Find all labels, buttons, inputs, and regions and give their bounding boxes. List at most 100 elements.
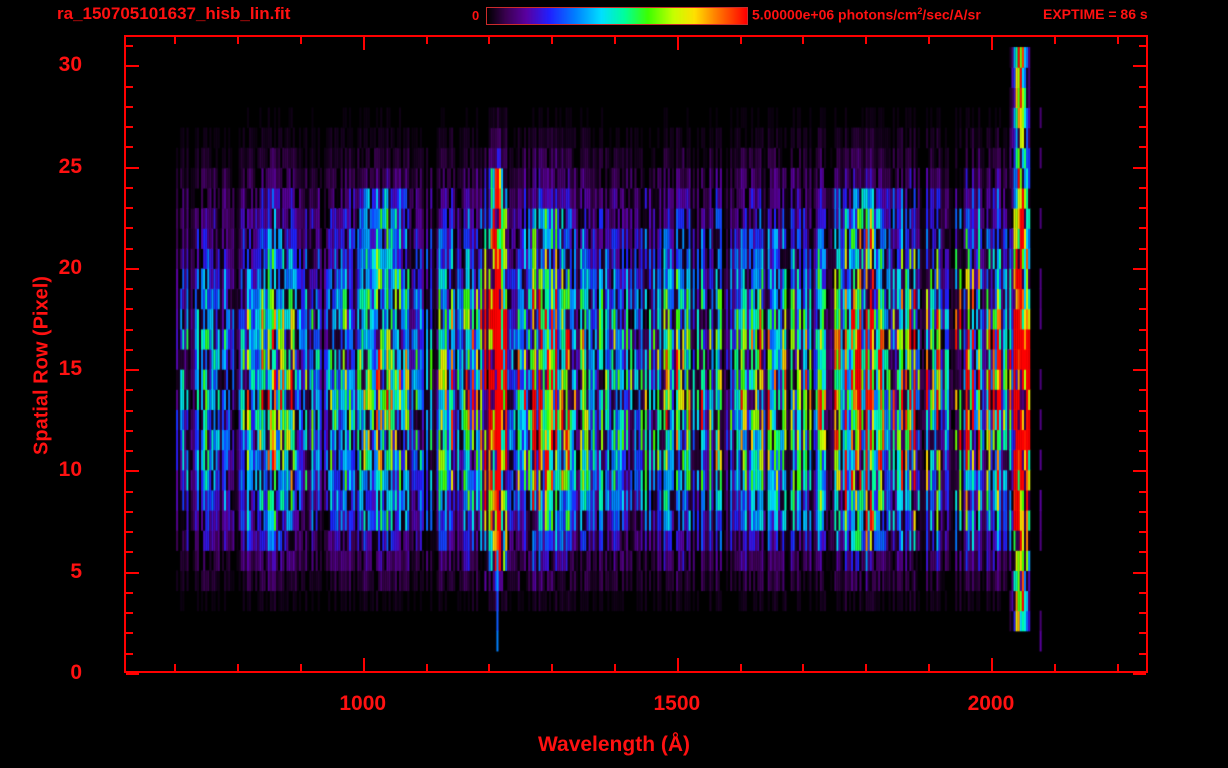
y-minor-tick — [126, 126, 133, 129]
y-minor-tick — [126, 450, 133, 453]
x-minor-tick-top — [739, 37, 742, 44]
y-minor-tick-right — [1139, 612, 1146, 615]
x-minor-tick — [1053, 664, 1056, 671]
x-minor-tick-top — [425, 37, 428, 44]
y-minor-tick — [126, 652, 133, 655]
y-tick-label: 30 — [58, 53, 82, 77]
x-minor-tick — [802, 664, 805, 671]
y-minor-tick — [126, 308, 133, 311]
y-major-tick-right — [1133, 166, 1146, 169]
colorbar-max-value: 5.00000e+06 — [752, 6, 835, 23]
y-minor-tick — [126, 632, 133, 635]
x-major-tick — [362, 658, 365, 671]
colorbar-gradient — [487, 8, 747, 24]
plot-frame — [124, 35, 1148, 673]
x-minor-tick-top — [1053, 37, 1056, 44]
y-minor-tick — [126, 328, 133, 331]
y-minor-tick-right — [1139, 308, 1146, 311]
x-minor-tick — [425, 664, 428, 671]
y-major-tick — [126, 571, 139, 574]
y-major-tick-right — [1133, 267, 1146, 270]
x-minor-tick — [551, 664, 554, 671]
y-major-tick — [126, 673, 139, 675]
y-minor-tick — [126, 85, 133, 88]
x-minor-tick-top — [865, 37, 868, 44]
colorbar-max-label: 5.00000e+06 photons/cm2/sec/A/sr — [752, 6, 981, 23]
y-major-tick — [126, 166, 139, 169]
y-minor-tick — [126, 247, 133, 250]
y-minor-tick — [126, 227, 133, 230]
y-minor-tick-right — [1139, 389, 1146, 392]
x-minor-tick-top — [237, 37, 240, 44]
y-minor-tick-right — [1139, 450, 1146, 453]
y-tick-label: 20 — [58, 255, 82, 279]
spectrogram-image — [126, 37, 1146, 671]
colorbar-unit-exponent: 2 — [917, 6, 923, 16]
y-minor-tick — [126, 288, 133, 291]
x-minor-tick-top — [614, 37, 616, 44]
y-major-tick — [126, 369, 139, 372]
y-major-tick — [126, 65, 139, 68]
y-minor-tick-right — [1139, 510, 1146, 513]
y-minor-tick-right — [1139, 186, 1146, 189]
y-minor-tick-right — [1139, 207, 1146, 210]
y-major-tick-right — [1133, 369, 1146, 372]
y-tick-label: 25 — [58, 154, 82, 178]
y-tick-label: 5 — [70, 559, 82, 583]
y-minor-tick — [126, 551, 133, 554]
x-minor-tick-top — [174, 37, 177, 44]
x-major-tick-top — [362, 37, 365, 50]
y-minor-tick — [126, 105, 133, 108]
y-minor-tick-right — [1139, 85, 1146, 88]
y-minor-tick-right — [1139, 247, 1146, 250]
y-minor-tick-right — [1139, 328, 1146, 331]
y-axis-title: Spatial Row (Pixel) — [30, 276, 53, 455]
y-minor-tick-right — [1139, 429, 1146, 432]
colorbar — [486, 7, 748, 25]
x-minor-tick — [865, 664, 868, 671]
colorbar-unit-pre: photons/cm — [834, 6, 918, 23]
y-minor-tick-right — [1139, 45, 1146, 48]
x-minor-tick-top — [488, 37, 491, 44]
x-major-tick-top — [990, 37, 993, 50]
x-minor-tick — [614, 664, 616, 671]
page-title: ra_150705101637_hisb_lin.fit — [57, 4, 291, 23]
y-minor-tick-right — [1139, 551, 1146, 554]
y-minor-tick — [126, 612, 133, 615]
x-axis-title: Wavelength (Å) — [537, 733, 691, 756]
y-major-tick — [126, 470, 139, 473]
y-minor-tick — [126, 389, 133, 392]
x-tick-label: 1500 — [653, 692, 701, 715]
y-minor-tick-right — [1139, 652, 1146, 655]
y-minor-tick — [126, 531, 133, 534]
y-minor-tick — [126, 409, 133, 412]
x-minor-tick — [928, 664, 931, 671]
y-minor-tick — [126, 207, 133, 210]
y-minor-tick-right — [1139, 146, 1146, 149]
y-tick-label: 10 — [58, 458, 82, 482]
x-minor-tick-top — [1116, 37, 1119, 44]
x-minor-tick — [488, 664, 491, 671]
x-minor-tick — [299, 664, 302, 671]
y-minor-tick-right — [1139, 531, 1146, 534]
y-major-tick — [126, 267, 139, 270]
y-major-tick-right — [1133, 65, 1146, 68]
y-minor-tick — [126, 429, 133, 432]
y-minor-tick-right — [1139, 632, 1146, 635]
y-major-tick-right — [1133, 470, 1146, 473]
x-minor-tick — [237, 664, 240, 671]
exptime-label: EXPTIME = 86 s — [1043, 6, 1148, 22]
y-major-tick-right — [1133, 571, 1146, 574]
y-major-tick-right — [1133, 673, 1146, 675]
x-minor-tick-top — [299, 37, 302, 44]
y-minor-tick — [126, 591, 133, 594]
y-minor-tick — [126, 510, 133, 513]
x-tick-label: 1000 — [339, 692, 387, 715]
y-minor-tick — [126, 490, 133, 493]
y-minor-tick — [126, 186, 133, 189]
x-major-tick-top — [676, 37, 679, 50]
y-minor-tick-right — [1139, 126, 1146, 129]
y-minor-tick — [126, 348, 133, 351]
y-minor-tick-right — [1139, 348, 1146, 351]
